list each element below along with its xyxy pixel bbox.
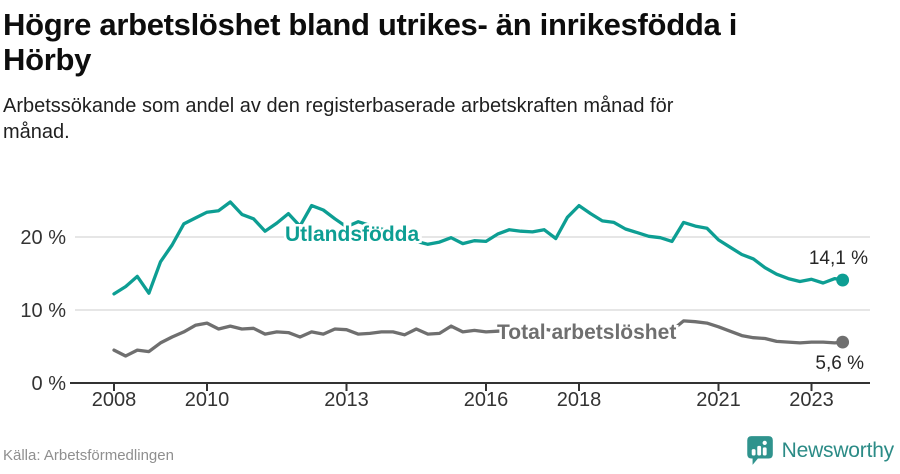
gridlines — [75, 236, 870, 311]
x-tick-label: 2008 — [92, 389, 137, 411]
series-end-dot — [836, 335, 850, 349]
subtitle-line-2: månad. — [3, 121, 70, 144]
x-tick-label: 2023 — [789, 389, 834, 411]
y-tick-label: 20 % — [20, 227, 66, 249]
x-tick-label: 2010 — [185, 389, 230, 411]
series-label-total: Total arbetslöshet — [497, 321, 676, 344]
series-label-utlandsfodda: Utlandsfödda — [285, 223, 419, 246]
x-axis-tick-labels: 2008 2010 2013 2016 2018 2021 2023 — [92, 389, 834, 411]
source-note: Källa: Arbetsförmedlingen — [3, 447, 174, 464]
end-value-label-utlandsfodda: 14,1 % — [809, 248, 868, 269]
page-title: Högre arbetslöshet bland utrikes- än inr… — [0, 0, 900, 77]
series-line-total — [112, 319, 845, 358]
subtitle-line-1: Arbetssökande som andel av den registerb… — [3, 95, 674, 118]
title-line-2: Hörby — [3, 42, 92, 78]
series-end-dot — [836, 273, 850, 287]
x-axis-ticks — [113, 384, 813, 391]
newsworthy-logo-icon — [746, 436, 773, 465]
newsworthy-logo: Newsworthy — [744, 434, 894, 467]
x-tick-label: 2018 — [557, 389, 602, 411]
y-tick-label: 0 % — [32, 373, 67, 395]
newsworthy-logo-text: Newsworthy — [781, 438, 895, 462]
series-end-dots — [836, 273, 850, 349]
series-line-utlandsfodda — [112, 200, 845, 296]
x-tick-label: 2016 — [464, 389, 509, 411]
end-value-label-total: 5,6 % — [815, 353, 864, 374]
page-subtitle: Arbetssökande som andel av den registerb… — [0, 77, 900, 146]
x-tick-label: 2013 — [324, 389, 369, 411]
y-axis-tick-labels: 0 % 10 % 20 % — [20, 227, 66, 395]
series-lines — [112, 200, 845, 358]
x-tick-label: 2021 — [696, 389, 741, 411]
title-line-1: Högre arbetslöshet bland utrikes- än inr… — [3, 7, 738, 42]
y-tick-label: 10 % — [20, 300, 66, 322]
